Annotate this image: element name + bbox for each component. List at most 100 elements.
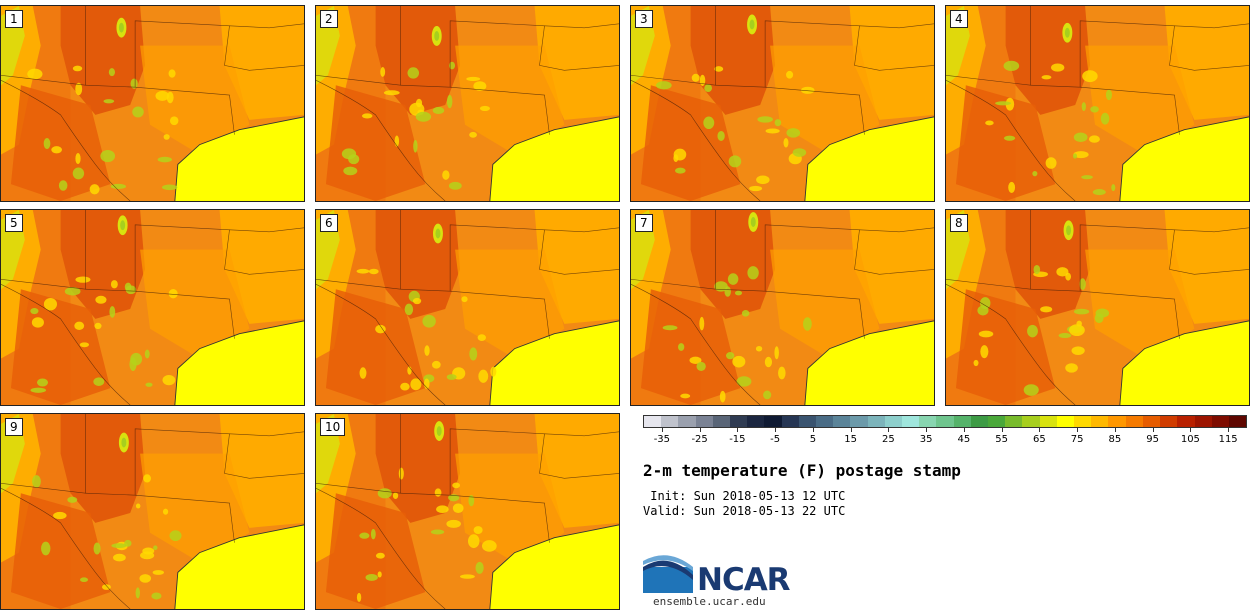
colorbar-swatch	[1177, 416, 1195, 427]
colorbar-swatch	[833, 416, 851, 427]
panel-label: 5	[5, 214, 23, 232]
colorbar-tick-label: 45	[957, 434, 971, 445]
map-panel-10: 10	[315, 413, 620, 610]
colorbar-swatch	[884, 416, 903, 427]
colorbar-swatch	[764, 416, 782, 427]
colorbar-tick	[1152, 428, 1154, 432]
colorbar-swatch	[936, 416, 954, 427]
temperature-map	[1, 210, 304, 405]
colorbar-swatch	[1142, 416, 1161, 427]
temperature-map	[1, 414, 304, 609]
colorbar-tick-label: -35	[653, 434, 671, 445]
colorbar-swatch	[1039, 416, 1057, 427]
map-panel-1: 1	[0, 5, 305, 202]
colorbar-tick	[1228, 428, 1230, 432]
colorbar-tick-label: 15	[844, 434, 857, 445]
temperature-map	[316, 210, 619, 405]
colorbar-tick	[850, 428, 852, 432]
panel-label: 9	[5, 418, 23, 436]
panel-label: 2	[320, 10, 338, 28]
temperature-colorbar	[643, 415, 1247, 428]
map-panel-9: 9	[0, 413, 305, 610]
colorbar-tick	[926, 428, 928, 432]
colorbar-tick-label: 85	[1108, 434, 1122, 445]
colorbar-tick	[1190, 428, 1192, 432]
colorbar-swatch	[695, 416, 713, 427]
colorbar-tick	[661, 428, 663, 432]
colorbar-swatch	[919, 416, 937, 427]
map-panel-3: 3	[630, 5, 935, 202]
colorbar-swatch	[1194, 416, 1212, 427]
colorbar-tick	[888, 428, 890, 432]
colorbar-tick	[963, 428, 965, 432]
temperature-map	[946, 6, 1249, 201]
temperature-map	[316, 6, 619, 201]
colorbar-tick-label: 5	[809, 434, 817, 445]
colorbar-swatch	[970, 416, 989, 427]
colorbar-tick	[1114, 428, 1116, 432]
colorbar-tick-label: 25	[882, 434, 895, 445]
colorbar-swatch	[953, 416, 971, 427]
map-panel-4: 4	[945, 5, 1250, 202]
colorbar-swatch	[867, 416, 885, 427]
colorbar-swatch	[730, 416, 748, 427]
colorbar-swatch	[1160, 416, 1178, 427]
temperature-map	[316, 414, 619, 609]
colorbar-tick-label: -25	[691, 434, 708, 445]
colorbar-swatch	[712, 416, 731, 427]
panel-label: 10	[320, 418, 346, 436]
panel-label: 3	[635, 10, 653, 28]
colorbar-swatch	[1022, 416, 1040, 427]
panel-label: 4	[950, 10, 968, 28]
colorbar-ticks: -35 -25 -15 -5 5 15 25 35 45 55 65 75 85 95 105 115	[643, 428, 1247, 448]
colorbar-tick-label: 95	[1146, 434, 1159, 445]
ncar-logo-icon	[643, 555, 693, 593]
colorbar-tick-label: 65	[1033, 434, 1046, 445]
colorbar-tick	[699, 428, 701, 432]
colorbar-tick-label: 105	[1180, 434, 1200, 445]
chart-title: 2-m temperature (F) postage stamp	[643, 461, 961, 480]
colorbar-swatch	[1056, 416, 1075, 427]
colorbar-swatch	[747, 416, 765, 427]
colorbar-tick-label: 55	[995, 434, 1008, 445]
colorbar-tick-label: 35	[919, 434, 933, 445]
colorbar-swatch	[850, 416, 868, 427]
colorbar-swatch	[1074, 416, 1092, 427]
colorbar-swatch	[1005, 416, 1023, 427]
colorbar-tick	[1001, 428, 1003, 432]
colorbar-swatch	[1211, 416, 1229, 427]
colorbar-tick	[775, 428, 777, 432]
ncar-logo-text: NCAR	[697, 562, 791, 598]
panel-label: 1	[5, 10, 23, 28]
colorbar-tick-label: 75	[1070, 434, 1084, 445]
temperature-map	[631, 210, 934, 405]
colorbar-swatch	[781, 416, 799, 427]
colorbar-swatch	[661, 416, 679, 427]
map-panel-6: 6	[315, 209, 620, 406]
colorbar-tick	[737, 428, 739, 432]
colorbar-swatch	[1228, 416, 1247, 427]
colorbar-swatch	[1091, 416, 1109, 427]
panel-label: 7	[635, 214, 653, 232]
colorbar-tick-label: -15	[729, 434, 746, 445]
colorbar-tick-label: 115	[1218, 434, 1238, 445]
colorbar-tick-label: -5	[770, 434, 781, 445]
map-panel-2: 2	[315, 5, 620, 202]
map-panel-8: 8	[945, 209, 1250, 406]
colorbar-tick	[1039, 428, 1041, 432]
valid-time: Valid: Sun 2018-05-13 22 UTC	[643, 504, 846, 518]
temperature-map	[631, 6, 934, 201]
colorbar-swatch	[798, 416, 817, 427]
colorbar-swatch	[1125, 416, 1143, 427]
colorbar-swatch	[644, 416, 662, 427]
colorbar-swatch	[988, 416, 1006, 427]
colorbar-swatch	[1108, 416, 1126, 427]
temperature-map	[946, 210, 1249, 405]
colorbar-tick	[1077, 428, 1079, 432]
init-time: Init: Sun 2018-05-13 12 UTC	[643, 489, 846, 503]
ensemble-url: ensemble.ucar.edu	[653, 595, 766, 608]
map-panel-7: 7	[630, 209, 935, 406]
panel-label: 8	[950, 214, 968, 232]
colorbar-swatch	[816, 416, 834, 427]
panel-label: 6	[320, 214, 338, 232]
